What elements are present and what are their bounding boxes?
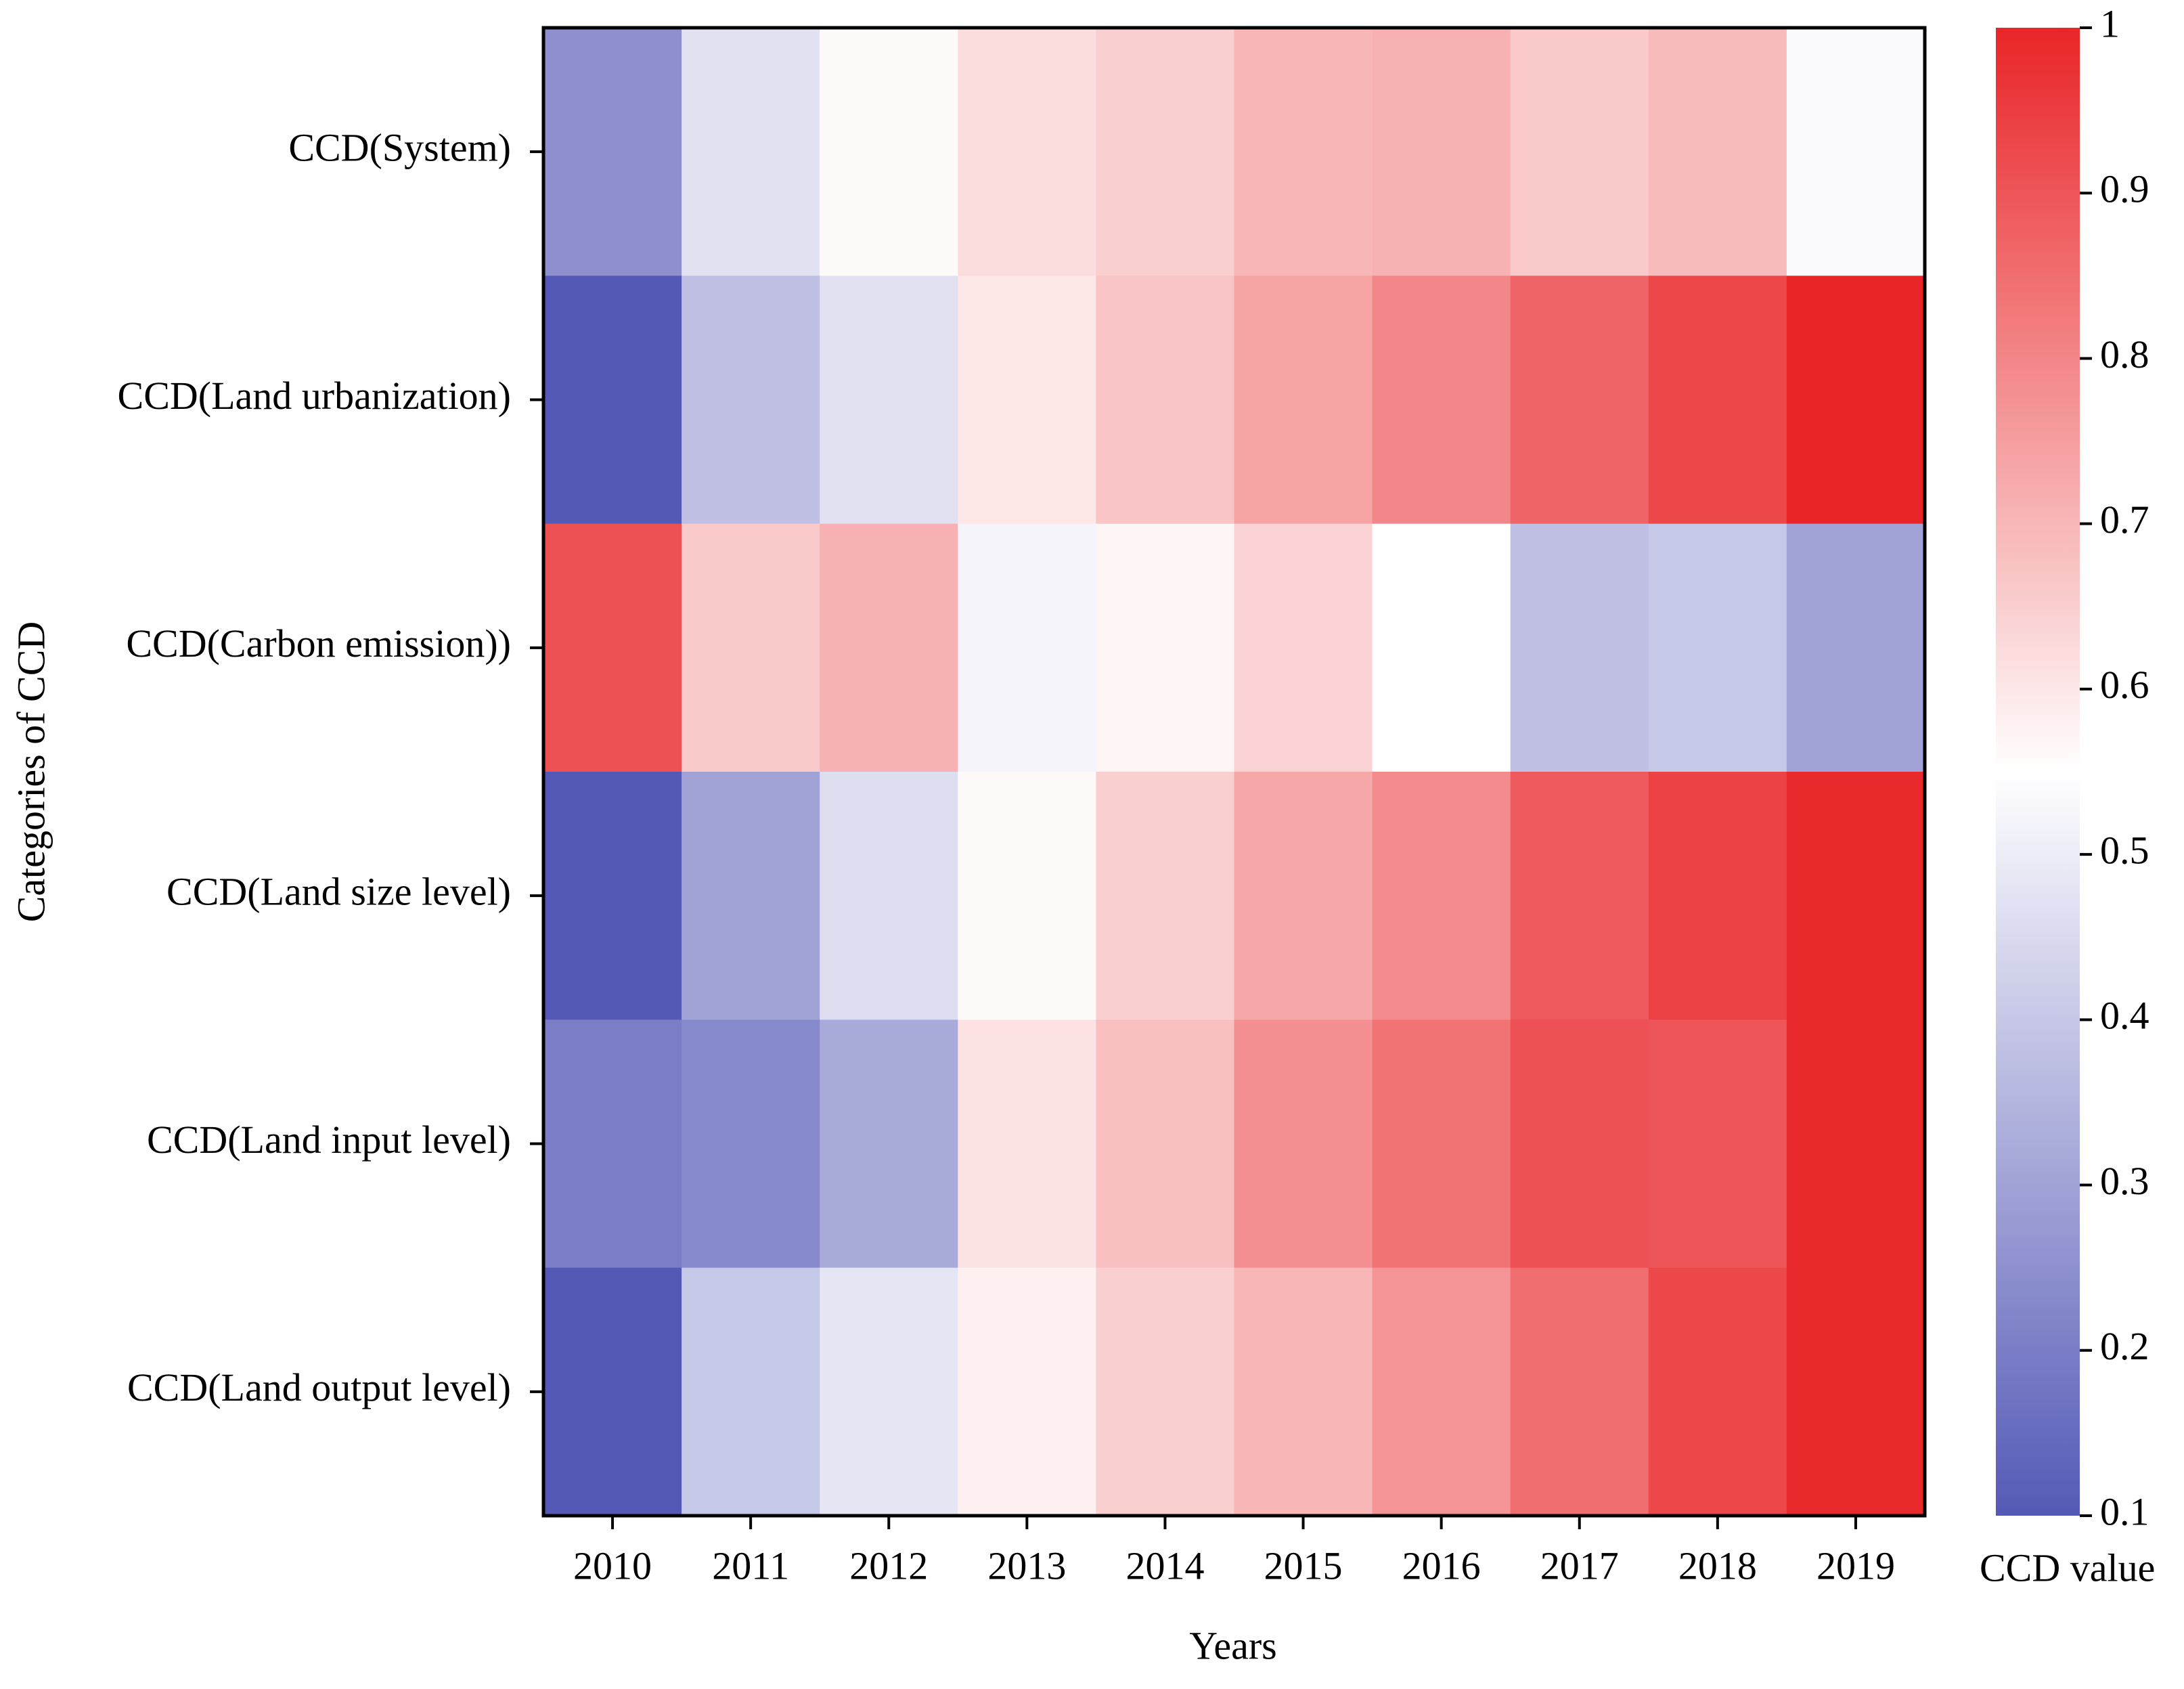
heatmap-cell [543, 276, 682, 525]
heatmap-cell [1510, 1267, 1649, 1516]
heatmap-cell [820, 772, 958, 1020]
heatmap-cell [1786, 1267, 1925, 1516]
colorbar-tick-label: 0.2 [2100, 1324, 2149, 1368]
x-tick-label: 2013 [987, 1543, 1066, 1587]
heatmap-cell [1372, 1019, 1511, 1269]
heatmap-cell [682, 28, 820, 276]
heatmap-cell [958, 523, 1096, 772]
heatmap-cell [682, 523, 820, 772]
x-tick-label: 2014 [1126, 1543, 1204, 1587]
heatmap-cell [1234, 772, 1373, 1020]
heatmap-cell [1096, 276, 1234, 525]
colorbar-tick-label: 0.1 [2100, 1489, 2149, 1533]
colorbar-tick-label: 0.3 [2100, 1159, 2149, 1203]
heatmap-cell [1096, 772, 1234, 1020]
heatmap-cell [1096, 1267, 1234, 1516]
colorbar-tick-label: 1 [2100, 1, 2120, 45]
heatmap-cell [1510, 1019, 1649, 1269]
heatmap-cell [1234, 523, 1373, 772]
heatmap-cell [1372, 523, 1511, 772]
heatmap-cell [958, 28, 1096, 276]
heatmap-cell [1648, 28, 1787, 276]
x-tick-label: 2012 [849, 1543, 928, 1587]
x-axis-label: Years [1189, 1623, 1276, 1667]
colorbar-tick-label: 0.6 [2100, 663, 2149, 707]
colorbar-tick-label: 0.9 [2100, 167, 2149, 211]
heatmap-cell [543, 523, 682, 772]
heatmap-cell [1510, 523, 1649, 772]
heatmap-cell [1096, 523, 1234, 772]
heatmap-cell [682, 276, 820, 525]
heatmap-cell [543, 772, 682, 1020]
y-tick-label: CCD(Land input level) [147, 1118, 511, 1162]
heatmap-cell [682, 1019, 820, 1269]
plot-frame [541, 26, 1927, 1518]
x-tick-label: 2017 [1540, 1543, 1619, 1587]
heatmap-cell [1510, 28, 1649, 276]
heatmap-cell [1648, 1019, 1787, 1269]
heatmap-cell [543, 1019, 682, 1269]
heatmap-cell [1786, 1019, 1925, 1269]
heatmap-cell [1648, 276, 1787, 525]
colorbar-tick-label: 0.5 [2100, 828, 2149, 872]
heatmap-cell [1510, 276, 1649, 525]
heatmap-cell [1510, 772, 1649, 1020]
heatmap-cell [1786, 772, 1925, 1020]
y-axis-label: Categories of CCD [9, 621, 53, 923]
colorbar-label: CCD value [1980, 1545, 2155, 1589]
y-tick-label: CCD(Land size level) [166, 869, 511, 913]
heatmap-cell [1234, 1019, 1373, 1269]
heatmap-cell [1648, 523, 1787, 772]
heatmap-cell [958, 1019, 1096, 1269]
x-tick-label: 2015 [1264, 1543, 1343, 1587]
heatmap-cell [1234, 28, 1373, 276]
colorbar-tick-label: 0.4 [2100, 994, 2149, 1038]
heatmap-cell [1372, 1267, 1511, 1516]
heatmap-cell [820, 1267, 958, 1516]
y-tick-label: CCD(Land output level) [127, 1365, 511, 1409]
heatmap-cell [958, 1267, 1096, 1516]
heatmap-cell [1648, 772, 1787, 1020]
x-tick-label: 2019 [1817, 1543, 1895, 1587]
heatmap-cell [1372, 28, 1511, 276]
heatmap-cell [820, 523, 958, 772]
heatmap-cell [1096, 1019, 1234, 1269]
y-tick-label: CCD(Carbon emission)) [126, 621, 511, 665]
heatmap-cell [543, 28, 682, 276]
heatmap-cell [958, 276, 1096, 525]
heatmap-cell [1786, 276, 1925, 525]
heatmap-cell [1786, 523, 1925, 772]
heatmap-cell [1372, 276, 1511, 525]
heatmap-cell [1096, 28, 1234, 276]
heatmap-cell [820, 276, 958, 525]
x-tick-label: 2010 [573, 1543, 652, 1587]
heatmap-cell [1786, 28, 1925, 276]
colorbar [1996, 28, 2080, 1516]
y-tick-label: CCD(Land urbanization) [118, 374, 511, 418]
x-tick-label: 2018 [1678, 1543, 1757, 1587]
heatmap-cell [543, 1267, 682, 1516]
heatmap-cell [1234, 1267, 1373, 1516]
colorbar-tick-label: 0.8 [2100, 332, 2149, 376]
heatmap-cell [820, 28, 958, 276]
y-tick-label: CCD(System) [288, 125, 511, 169]
x-tick-label: 2016 [1402, 1543, 1481, 1587]
heatmap-cell [682, 1267, 820, 1516]
heatmap-cell [820, 1019, 958, 1269]
colorbar-tick-label: 0.7 [2100, 498, 2149, 542]
heatmap-cell [1234, 276, 1373, 525]
heatmap-cell [1648, 1267, 1787, 1516]
heatmap-cell [682, 772, 820, 1020]
heatmap-cell [1372, 772, 1511, 1020]
heatmap-cell [958, 772, 1096, 1020]
x-tick-label: 2011 [712, 1543, 789, 1587]
